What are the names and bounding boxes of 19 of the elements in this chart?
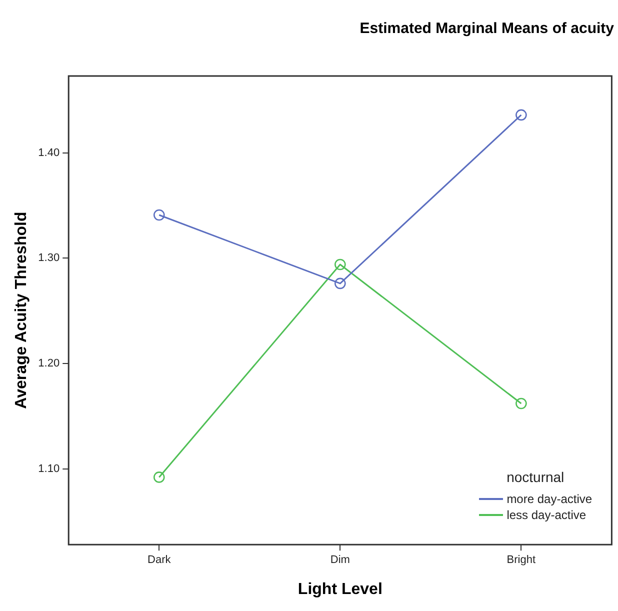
point: [334, 278, 346, 290]
x-tick-label: Dark: [148, 554, 172, 566]
y-tick-label: 1.40: [38, 146, 60, 159]
point: [516, 398, 527, 410]
point: [334, 258, 346, 270]
y-axis-title: Average Acuity Threshold: [13, 212, 30, 409]
y-tick-label: 1.10: [38, 462, 60, 475]
x-tick-label: Dim: [330, 554, 350, 566]
point: [516, 109, 527, 121]
x-tick-label: Bright: [506, 554, 536, 566]
chart-title: Estimated Marginal Means of acuity: [360, 20, 615, 38]
point: [153, 209, 165, 221]
x-axis-title: Light Level: [298, 580, 382, 598]
legend-label: more day-active: [506, 492, 592, 506]
legend-label: less day-active: [506, 508, 586, 522]
y-tick-label: 1.20: [38, 358, 60, 370]
point: [153, 472, 165, 483]
legend-title: nocturnal: [506, 468, 566, 485]
y-tick-label: 1.30: [38, 252, 60, 264]
